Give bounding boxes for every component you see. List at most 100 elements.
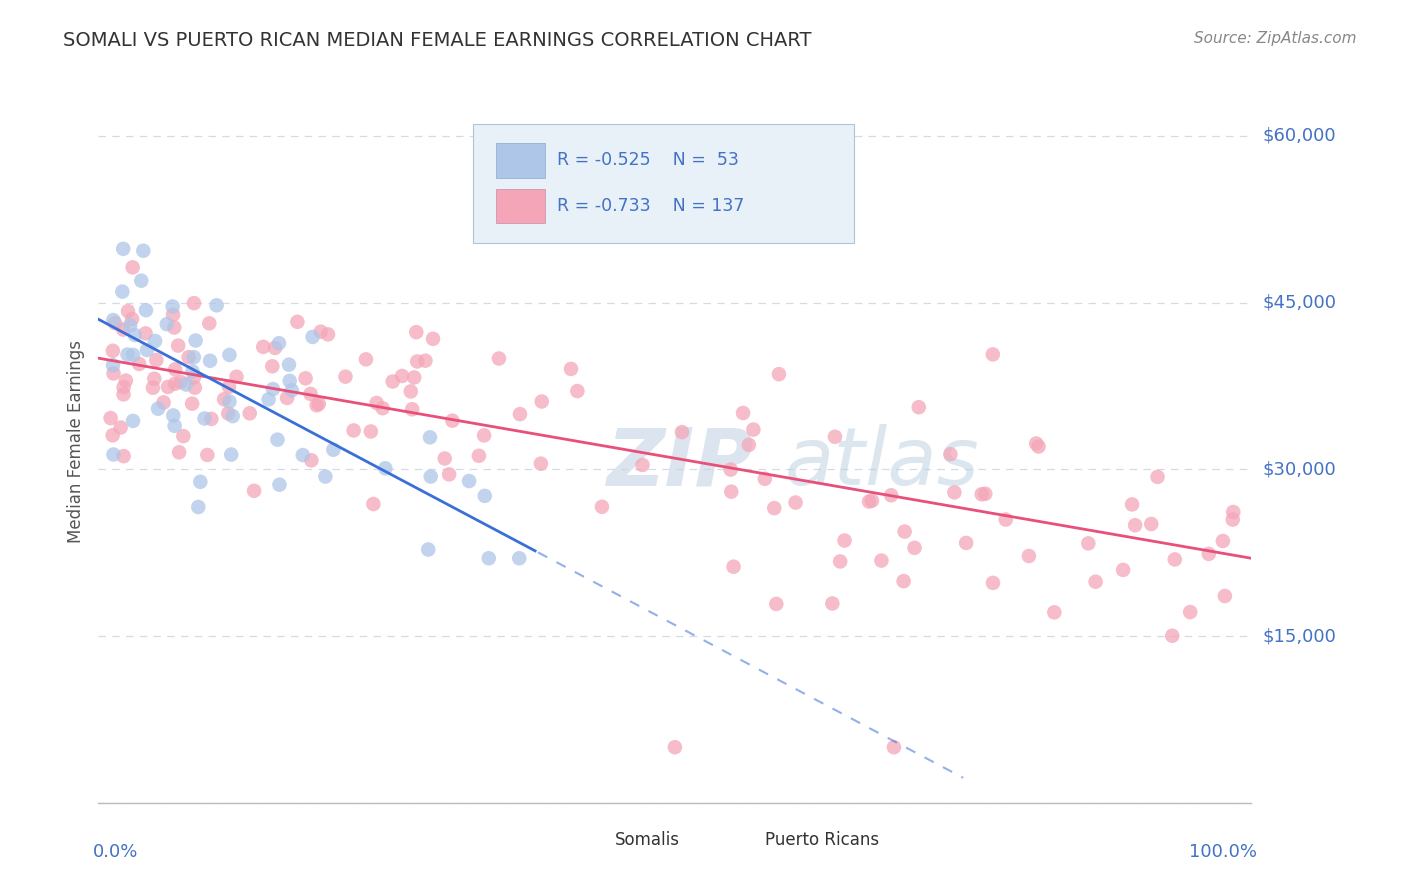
Point [218,394,240,409]
Text: Somalis: Somalis [614,831,681,849]
Point [218,348,240,362]
Point [860,493,883,508]
Point [366,396,388,410]
Point [167,338,190,352]
Point [252,340,274,354]
Point [129,274,152,288]
Point [1084,574,1107,589]
Point [163,418,186,433]
Point [117,347,139,361]
Point [264,341,287,355]
Point [193,411,215,425]
Point [112,387,135,401]
Point [1222,505,1244,519]
Point [165,376,187,391]
Point [834,533,856,548]
Point [188,475,211,489]
Point [870,553,893,567]
Text: $60,000: $60,000 [1263,127,1337,145]
Point [101,343,124,358]
Point [401,402,423,417]
Point [239,406,262,420]
Point [121,312,143,326]
Point [474,489,496,503]
Point [101,428,124,442]
Point [821,597,844,611]
Text: Source: ZipAtlas.com: Source: ZipAtlas.com [1194,31,1357,46]
Point [181,364,204,378]
Point [183,370,205,384]
Point [132,244,155,258]
Point [301,330,323,344]
Point [903,541,925,555]
Point [276,391,298,405]
Point [530,457,553,471]
Point [299,453,322,467]
Point [184,334,207,348]
Point [195,448,218,462]
Point [970,487,993,501]
Text: SOMALI VS PUERTO RICAN MEDIAN FEMALE EARNINGS CORRELATION CHART: SOMALI VS PUERTO RICAN MEDIAN FEMALE EAR… [63,31,811,50]
Point [591,500,613,514]
Point [267,336,290,351]
Point [731,406,754,420]
Point [509,407,531,421]
Point [354,352,377,367]
Point [1213,589,1236,603]
Point [360,425,382,439]
Bar [576,829,609,852]
Text: 100.0%: 100.0% [1189,843,1257,861]
Point [100,411,122,425]
Point [1212,533,1234,548]
Point [631,458,654,472]
Point [146,401,169,416]
Point [143,372,166,386]
Point [418,542,440,557]
Point [162,308,184,322]
Point [172,429,194,443]
Point [371,401,394,416]
Point [415,353,437,368]
Point [184,381,207,395]
Point [156,317,179,331]
Point [508,551,530,566]
Point [567,384,589,398]
Point [217,406,239,420]
Point [198,316,221,330]
Point [104,316,127,330]
Point [103,448,125,462]
Point [404,370,426,384]
Point [720,462,742,476]
Point [419,469,441,483]
Bar [727,829,759,852]
Point [219,448,242,462]
Point [181,397,204,411]
Point [437,467,460,482]
Point [742,423,765,437]
Point [458,474,481,488]
Point [121,260,143,275]
Point [824,430,846,444]
Point [205,298,228,312]
Point [907,400,929,414]
Point [165,362,187,376]
Point [738,438,761,452]
Point [419,430,441,444]
Point [530,394,553,409]
Point [294,371,316,385]
Point [135,303,157,318]
Point [262,382,284,396]
Point [183,350,205,364]
Y-axis label: Median Female Earnings: Median Female Earnings [67,340,86,543]
Point [1077,536,1099,550]
Point [128,357,150,371]
Point [212,392,235,407]
Point [112,380,135,394]
Point [187,500,209,514]
Point [167,445,190,459]
Point [112,242,135,256]
Point [117,304,139,318]
Point [363,497,385,511]
Point [671,425,693,439]
Point [136,343,159,357]
